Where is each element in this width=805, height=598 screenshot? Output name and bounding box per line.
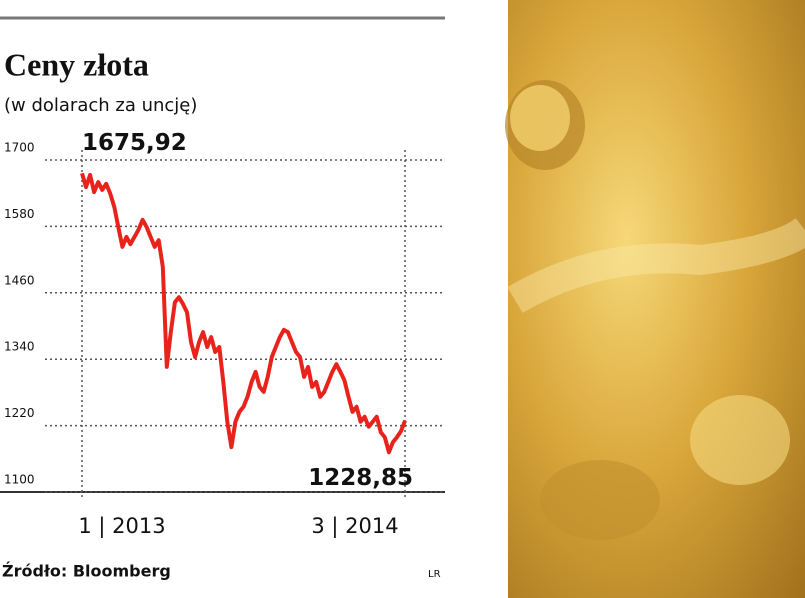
x-tick-label: 3 | 2014 [311, 514, 398, 539]
value-label: 1228,85 [308, 465, 413, 491]
price-line [80, 172, 407, 455]
chart-title: Ceny złota [4, 46, 149, 82]
y-tick-label: 1100 [4, 473, 35, 487]
y-tick-label: 1580 [4, 207, 35, 221]
value-label: 1675,92 [82, 130, 187, 156]
y-tick-label: 1340 [4, 340, 35, 354]
gold-photo [505, 0, 805, 598]
y-tick-label: 1220 [4, 406, 35, 420]
y-tick-label: 1460 [4, 273, 35, 287]
credit: LR [428, 569, 441, 580]
chart-subtitle: (w dolarach za uncję) [4, 95, 197, 116]
x-tick-label: 1 | 2013 [78, 514, 165, 539]
y-tick-label: 1700 [4, 141, 35, 155]
source: Źródło: Bloomberg [2, 562, 171, 581]
